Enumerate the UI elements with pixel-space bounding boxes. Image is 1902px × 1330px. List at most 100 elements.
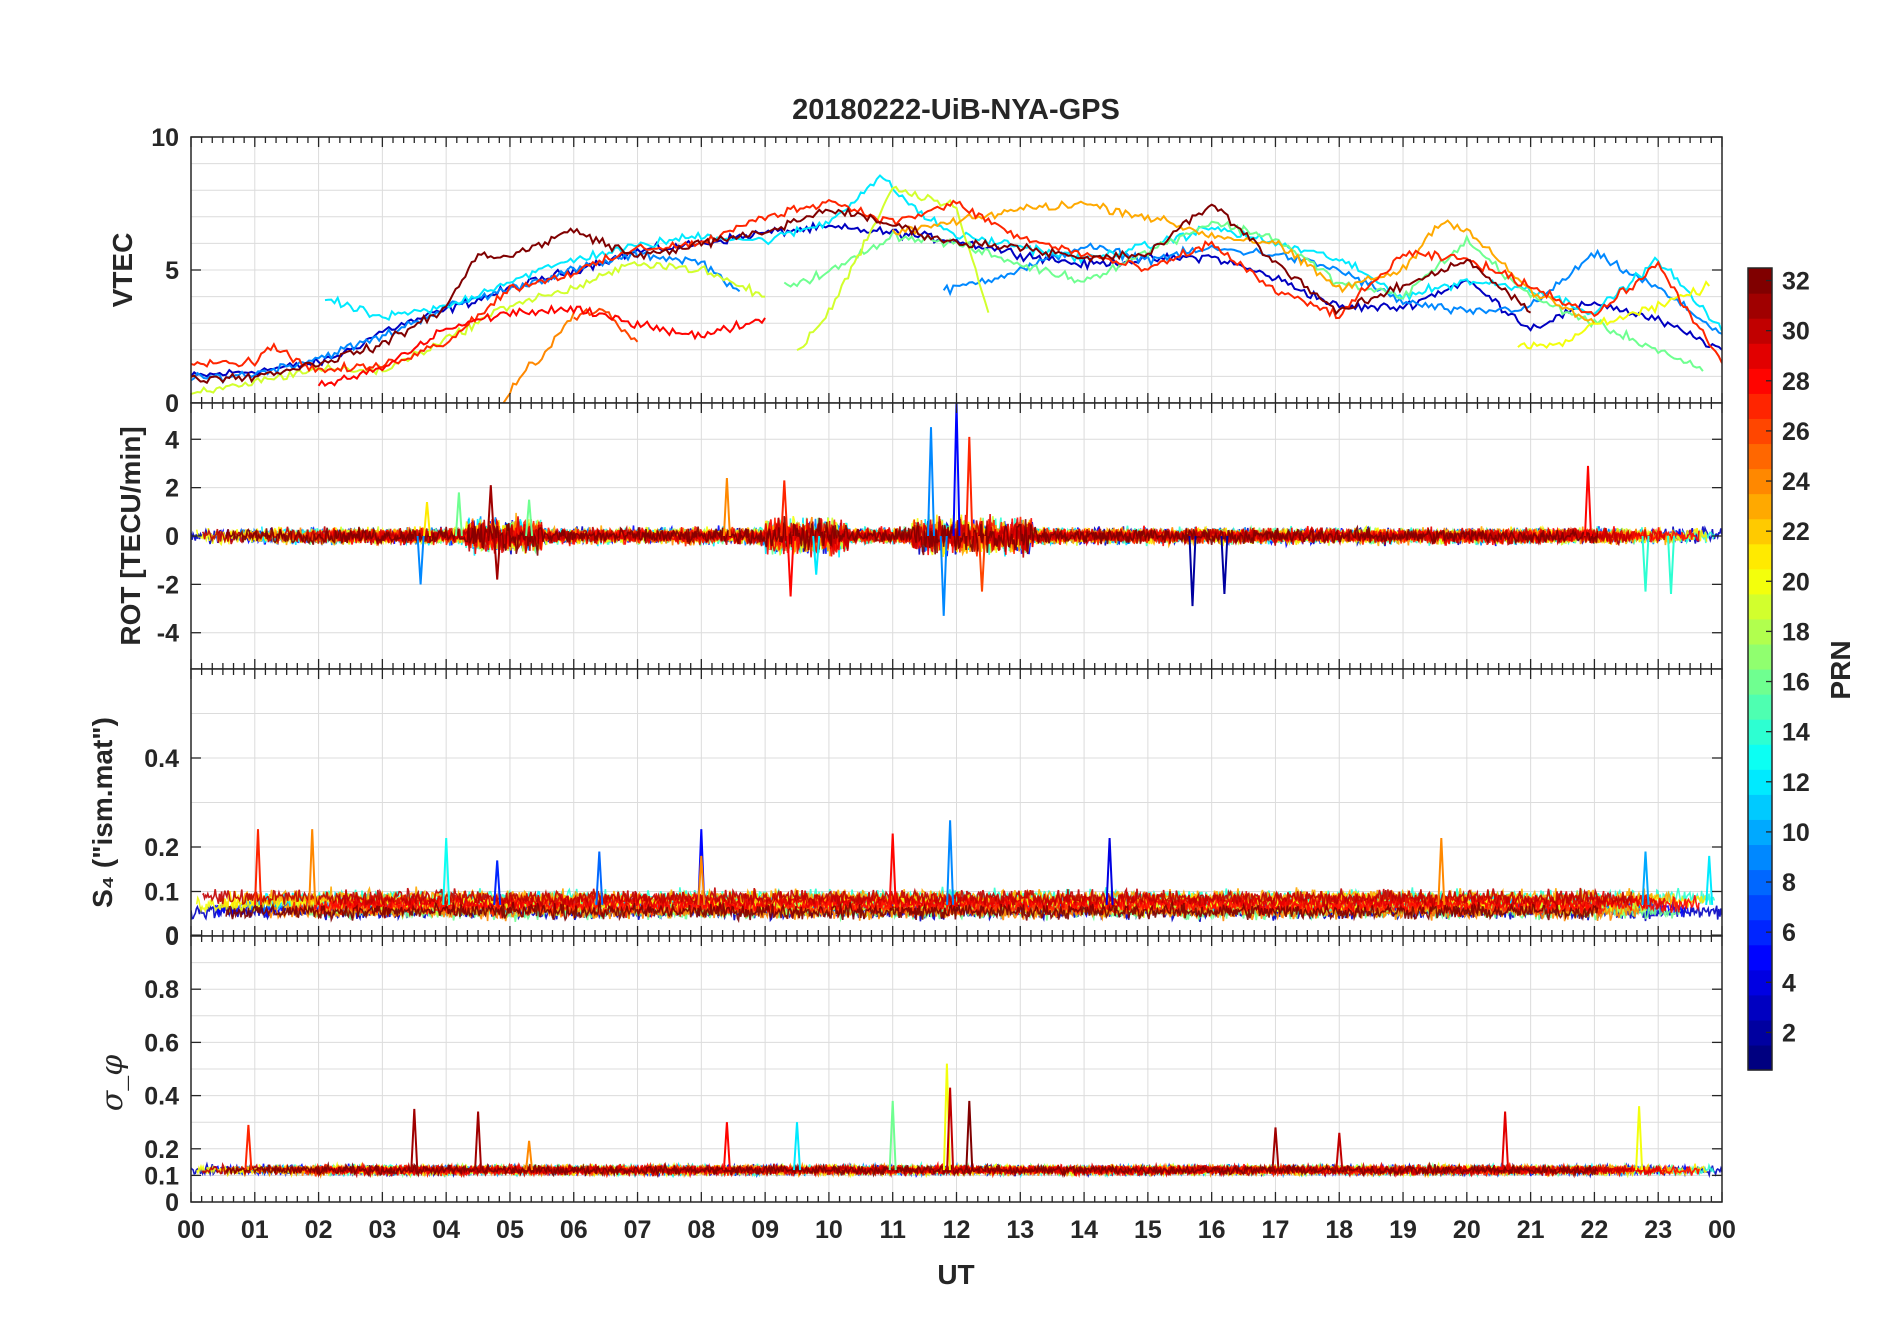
colorbar-tick-label: 32 xyxy=(1782,268,1810,296)
rot-spike xyxy=(722,477,731,537)
s4-spike xyxy=(308,829,317,905)
x-tick-label: 04 xyxy=(432,1216,460,1244)
rot-spike xyxy=(1641,535,1650,592)
vtec-series-prn-32 xyxy=(191,203,1532,385)
y-axis-label-vtec: VTEC xyxy=(107,233,138,308)
y-axis-label-rot: ROT [TECU/min] xyxy=(115,426,146,645)
colorbar-swatch xyxy=(1748,543,1772,570)
colorbar-swatch xyxy=(1748,694,1772,720)
colorbar-swatch xyxy=(1748,794,1772,820)
s4-spike xyxy=(697,855,706,905)
s4-spike xyxy=(442,838,451,905)
x-tick-label: 22 xyxy=(1581,1216,1609,1244)
y-tick-label: -4 xyxy=(157,620,179,648)
s4-spike xyxy=(1105,838,1114,905)
s4-spike xyxy=(1641,851,1650,905)
colorbar-swatch xyxy=(1748,443,1772,470)
colorbar-swatch xyxy=(1748,744,1772,770)
x-tick-label: 05 xyxy=(496,1216,524,1244)
sigma-spike xyxy=(410,1108,419,1171)
rot-spike xyxy=(525,499,534,537)
s4-series-prn-30 xyxy=(202,886,1633,908)
x-tick-label: 12 xyxy=(943,1216,971,1244)
data-vtec xyxy=(191,174,1722,403)
colorbar-swatch xyxy=(1748,844,1772,871)
panel-sigma: 00.10.2 0.4 0.6 0.8 σ_φ xyxy=(95,935,1723,1217)
x-tick-label: 14 xyxy=(1070,1216,1098,1244)
sigma-spike xyxy=(1501,1111,1510,1171)
rot-spike xyxy=(812,535,821,575)
vtec-series-prn-9 xyxy=(191,248,741,385)
vtec-series-prn-28 xyxy=(317,304,766,387)
y-tick-label: 0.6 xyxy=(144,1029,179,1057)
colorbar-swatch xyxy=(1748,643,1772,670)
sigma-spike xyxy=(888,1100,897,1171)
vtec-series-prn-27 xyxy=(191,198,1722,374)
x-tick-label: 00 xyxy=(1708,1216,1736,1244)
data-rot xyxy=(191,403,1722,616)
colorbar-tick-label: 28 xyxy=(1782,368,1810,396)
colorbar-tick-label: 12 xyxy=(1782,769,1810,797)
x-tick-label: 11 xyxy=(879,1216,906,1244)
y-tick-label: 0 xyxy=(165,1189,179,1217)
y-axis-label-sigma: σ_φ xyxy=(95,1055,130,1111)
colorbar-tick-label: 22 xyxy=(1782,518,1810,546)
panel-s4: 000.10.20.4S₄ ("ism.mat") xyxy=(87,668,1723,951)
vtec-series-prn-16 xyxy=(783,220,1704,372)
rot-spike xyxy=(939,535,948,616)
x-tick-label: 15 xyxy=(1134,1216,1162,1244)
sigma-spike xyxy=(1335,1132,1344,1171)
sigma-spike xyxy=(946,1087,955,1171)
vtec-series-prn-19 xyxy=(796,185,990,351)
colorbar-tick-label: 20 xyxy=(1782,568,1810,596)
sigma-spike xyxy=(965,1100,974,1171)
colorbar-tick-label: 10 xyxy=(1782,819,1810,847)
colorbar-tick-label: 4 xyxy=(1782,969,1796,997)
x-tick-label: 09 xyxy=(751,1216,779,1244)
rot-spike xyxy=(1220,535,1229,595)
colorbar-swatch xyxy=(1748,994,1772,1021)
colorbar-swatch xyxy=(1748,894,1772,921)
s4-series-prn-32 xyxy=(225,899,1599,924)
x-tick-label: 16 xyxy=(1198,1216,1226,1244)
x-tick-label: 02 xyxy=(305,1216,333,1244)
chart-title: 20180222-UiB-NYA-GPS xyxy=(792,94,1120,126)
colorbar-swatch xyxy=(1748,493,1772,520)
colorbar-swatch xyxy=(1748,393,1772,419)
x-tick-label: 06 xyxy=(560,1216,588,1244)
rot-spike xyxy=(786,535,795,597)
y-tick-label: 0.1 xyxy=(144,879,179,907)
colorbar-tick-label: 30 xyxy=(1782,318,1810,346)
colorbar-frame xyxy=(1747,267,1773,1071)
colorbar-tick-label: 26 xyxy=(1782,418,1810,446)
x-axis: 00 01 02 03 04 05 06 07 08 09 10 11 12 13 14 15 16 17 18 19… xyxy=(177,1216,1736,1244)
rot-spike xyxy=(423,502,431,537)
colorbar-tick-label: 24 xyxy=(1782,468,1810,496)
y-tick-label: 0 xyxy=(165,523,179,551)
x-tick-label: 20 xyxy=(1453,1216,1481,1244)
y-tick-label: 0 xyxy=(165,390,179,418)
colorbar-swatch xyxy=(1748,944,1772,971)
colorbar-label: PRN xyxy=(1825,640,1856,699)
rot-spike xyxy=(416,535,425,585)
vtec-series-prn-19 xyxy=(191,261,766,395)
y-tick-label: -2 xyxy=(157,571,179,599)
x-tick-label: 18 xyxy=(1325,1216,1353,1244)
y-tick-label: 0.4 xyxy=(144,1083,179,1111)
panel-rot: -4 -2 0 2 4 ROT [TECU/min] xyxy=(115,402,1723,670)
colorbar-swatch xyxy=(1748,593,1772,620)
y-tick-label: 0.1 xyxy=(144,1162,179,1190)
colorbar-tick-label: 6 xyxy=(1782,919,1796,947)
s4-spike xyxy=(595,851,604,905)
x-tick-label: 00 xyxy=(177,1216,205,1244)
x-tick-label: 03 xyxy=(368,1216,396,1244)
y-axis-label-s4: S₄ ("ism.mat") xyxy=(87,717,118,908)
y-tick-label: 0.2 xyxy=(144,1136,179,1164)
rot-spike xyxy=(780,480,789,537)
sigma-series-prn-32 xyxy=(225,1161,1599,1179)
colorbar-tick-label: 2 xyxy=(1782,1019,1796,1047)
x-tick-label: 17 xyxy=(1262,1216,1290,1244)
s4-spike xyxy=(1705,855,1714,905)
sigma-spike xyxy=(793,1122,801,1171)
